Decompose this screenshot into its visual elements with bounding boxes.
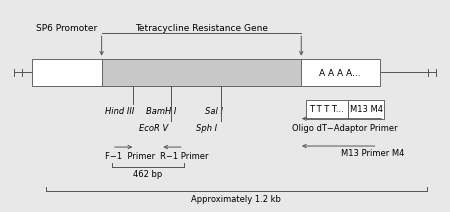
Text: T T T T...: T T T T...	[310, 105, 344, 114]
Bar	[306, 100, 348, 119]
Text: A A A A...: A A A A...	[320, 69, 361, 78]
Text: F−1  Primer: F−1 Primer	[105, 152, 155, 161]
Bar	[348, 100, 384, 119]
Text: EcoR V: EcoR V	[139, 124, 168, 133]
Text: Oligo dT−Adaptor Primer: Oligo dT−Adaptor Primer	[292, 124, 398, 133]
Text: Sph I: Sph I	[196, 124, 217, 133]
Text: BamH I: BamH I	[147, 107, 177, 116]
Text: 462 bp: 462 bp	[133, 170, 162, 179]
Text: M13 Primer M4: M13 Primer M4	[341, 149, 405, 158]
Bar	[32, 59, 102, 86]
Bar	[301, 59, 380, 86]
Text: R−1 Primer: R−1 Primer	[160, 152, 209, 161]
Bar	[102, 59, 301, 86]
Text: M13 M4: M13 M4	[350, 105, 383, 114]
Text: Hind III: Hind III	[105, 107, 134, 116]
Text: Tetracycline Resistance Gene: Tetracycline Resistance Gene	[135, 24, 268, 33]
Text: Approximately 1.2 kb: Approximately 1.2 kb	[191, 195, 281, 204]
Text: Sal I: Sal I	[205, 107, 223, 116]
Text: SP6 Promoter: SP6 Promoter	[36, 24, 98, 33]
